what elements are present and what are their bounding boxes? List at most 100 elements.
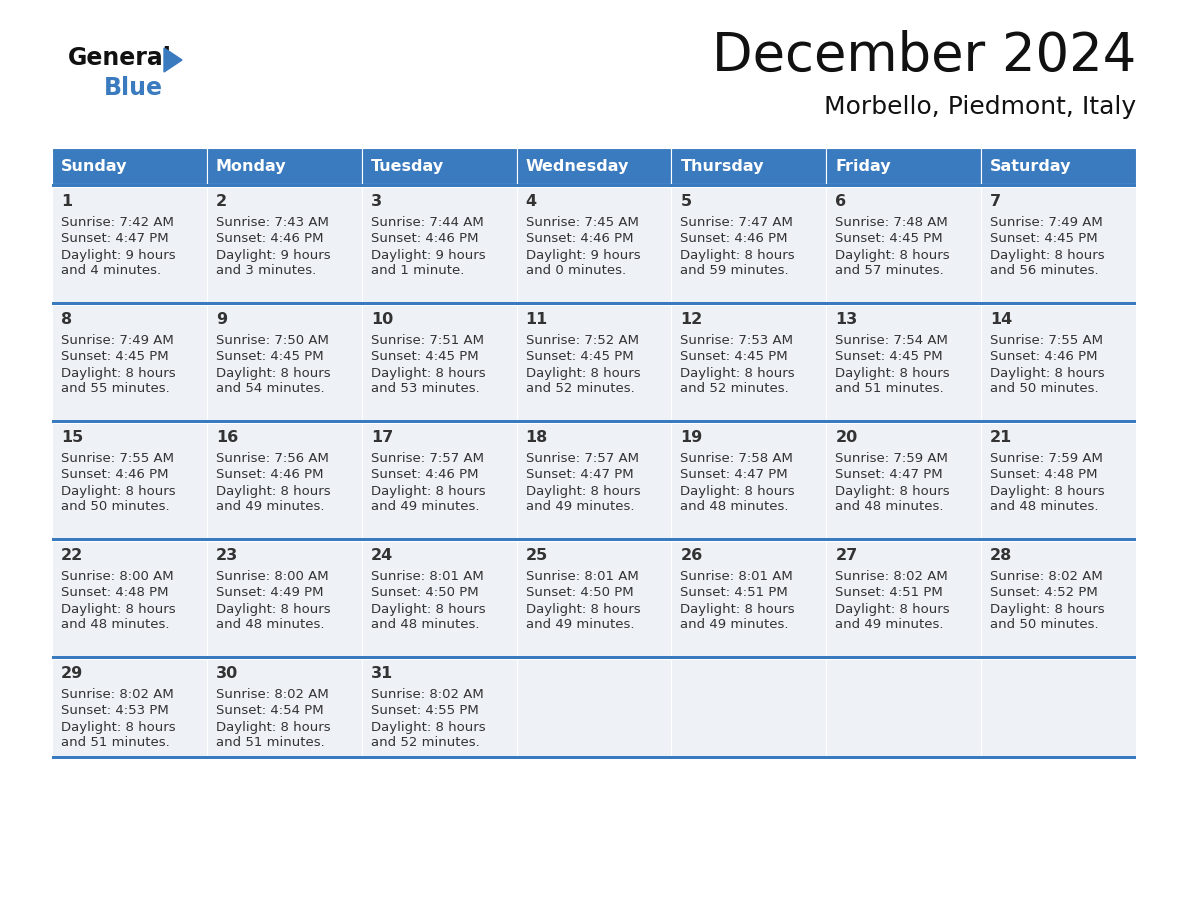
Text: and 48 minutes.: and 48 minutes. <box>216 619 324 632</box>
Text: Sunset: 4:52 PM: Sunset: 4:52 PM <box>990 587 1098 599</box>
Text: Sunrise: 7:42 AM: Sunrise: 7:42 AM <box>61 217 173 230</box>
Text: General: General <box>68 46 172 70</box>
Bar <box>517 305 671 420</box>
Text: 16: 16 <box>216 431 238 445</box>
Text: Daylight: 8 hours: Daylight: 8 hours <box>525 366 640 379</box>
Bar <box>361 186 517 302</box>
Text: Thursday: Thursday <box>681 160 764 174</box>
Text: Sunrise: 8:02 AM: Sunrise: 8:02 AM <box>61 688 173 701</box>
Text: Daylight: 8 hours: Daylight: 8 hours <box>371 721 486 733</box>
Bar <box>52 148 207 184</box>
Text: Daylight: 8 hours: Daylight: 8 hours <box>371 485 486 498</box>
Text: and 57 minutes.: and 57 minutes. <box>835 264 944 277</box>
Text: 11: 11 <box>525 312 548 328</box>
Text: Sunrise: 7:53 AM: Sunrise: 7:53 AM <box>681 334 794 348</box>
Text: Sunset: 4:45 PM: Sunset: 4:45 PM <box>835 232 943 245</box>
Text: Sunset: 4:47 PM: Sunset: 4:47 PM <box>525 468 633 482</box>
Text: and 59 minutes.: and 59 minutes. <box>681 264 789 277</box>
Text: Sunset: 4:45 PM: Sunset: 4:45 PM <box>835 351 943 364</box>
Text: Sunrise: 7:49 AM: Sunrise: 7:49 AM <box>61 334 173 348</box>
Text: Daylight: 8 hours: Daylight: 8 hours <box>681 485 795 498</box>
Bar <box>52 184 1136 186</box>
Text: Sunrise: 7:59 AM: Sunrise: 7:59 AM <box>990 453 1102 465</box>
Text: and 49 minutes.: and 49 minutes. <box>371 500 479 513</box>
Text: and 48 minutes.: and 48 minutes. <box>61 619 170 632</box>
Text: 14: 14 <box>990 312 1012 328</box>
Bar <box>207 305 361 420</box>
Bar <box>207 658 361 756</box>
Text: Sunset: 4:47 PM: Sunset: 4:47 PM <box>61 232 169 245</box>
Bar <box>517 541 671 656</box>
Bar <box>361 422 517 538</box>
Text: 4: 4 <box>525 195 537 209</box>
Bar <box>52 538 1136 541</box>
Text: 12: 12 <box>681 312 702 328</box>
Text: Sunrise: 7:50 AM: Sunrise: 7:50 AM <box>216 334 329 348</box>
Bar <box>671 422 827 538</box>
Text: Daylight: 8 hours: Daylight: 8 hours <box>216 366 330 379</box>
Text: Sunset: 4:45 PM: Sunset: 4:45 PM <box>216 351 323 364</box>
Text: Sunrise: 8:00 AM: Sunrise: 8:00 AM <box>61 570 173 584</box>
Text: Sunset: 4:46 PM: Sunset: 4:46 PM <box>525 232 633 245</box>
Text: 7: 7 <box>990 195 1001 209</box>
Text: Sunrise: 7:56 AM: Sunrise: 7:56 AM <box>216 453 329 465</box>
Bar <box>207 541 361 656</box>
Text: and 49 minutes.: and 49 minutes. <box>525 619 634 632</box>
Text: Sunrise: 7:55 AM: Sunrise: 7:55 AM <box>61 453 173 465</box>
Text: Daylight: 9 hours: Daylight: 9 hours <box>371 249 486 262</box>
Bar <box>207 148 361 184</box>
Text: Sunset: 4:49 PM: Sunset: 4:49 PM <box>216 587 323 599</box>
Text: 1: 1 <box>61 195 72 209</box>
Text: Sunset: 4:45 PM: Sunset: 4:45 PM <box>61 351 169 364</box>
Text: Sunday: Sunday <box>61 160 127 174</box>
Bar <box>981 541 1136 656</box>
Text: 10: 10 <box>371 312 393 328</box>
Text: Sunrise: 8:02 AM: Sunrise: 8:02 AM <box>990 570 1102 584</box>
Text: Daylight: 8 hours: Daylight: 8 hours <box>835 485 950 498</box>
Bar <box>671 148 827 184</box>
Text: 17: 17 <box>371 431 393 445</box>
Text: Daylight: 8 hours: Daylight: 8 hours <box>990 485 1105 498</box>
Text: and 49 minutes.: and 49 minutes. <box>525 500 634 513</box>
Text: and 3 minutes.: and 3 minutes. <box>216 264 316 277</box>
Bar <box>981 148 1136 184</box>
Bar <box>361 148 517 184</box>
Bar <box>52 302 1136 305</box>
Bar <box>52 305 207 420</box>
Bar <box>52 656 1136 658</box>
Text: 3: 3 <box>371 195 381 209</box>
Text: Sunrise: 7:45 AM: Sunrise: 7:45 AM <box>525 217 638 230</box>
Text: Daylight: 8 hours: Daylight: 8 hours <box>681 602 795 615</box>
Text: 8: 8 <box>61 312 72 328</box>
Text: Sunrise: 8:02 AM: Sunrise: 8:02 AM <box>216 688 329 701</box>
Text: Blue: Blue <box>105 76 163 100</box>
Text: December 2024: December 2024 <box>712 30 1136 82</box>
Bar <box>361 305 517 420</box>
Text: Daylight: 8 hours: Daylight: 8 hours <box>61 721 176 733</box>
Text: 15: 15 <box>61 431 83 445</box>
Text: 29: 29 <box>61 666 83 681</box>
Text: Sunrise: 8:01 AM: Sunrise: 8:01 AM <box>681 570 794 584</box>
Bar <box>52 658 207 756</box>
Text: and 48 minutes.: and 48 minutes. <box>990 500 1099 513</box>
Text: Sunrise: 7:52 AM: Sunrise: 7:52 AM <box>525 334 639 348</box>
Text: Sunrise: 7:57 AM: Sunrise: 7:57 AM <box>371 453 484 465</box>
Text: Sunrise: 7:51 AM: Sunrise: 7:51 AM <box>371 334 484 348</box>
Text: Sunrise: 7:54 AM: Sunrise: 7:54 AM <box>835 334 948 348</box>
Text: and 4 minutes.: and 4 minutes. <box>61 264 162 277</box>
Text: Daylight: 9 hours: Daylight: 9 hours <box>61 249 176 262</box>
Text: 5: 5 <box>681 195 691 209</box>
Bar <box>52 541 207 656</box>
Text: 6: 6 <box>835 195 846 209</box>
Text: Sunset: 4:50 PM: Sunset: 4:50 PM <box>371 587 479 599</box>
Bar <box>52 422 207 538</box>
Text: Wednesday: Wednesday <box>525 160 628 174</box>
Text: 20: 20 <box>835 431 858 445</box>
Text: Sunrise: 7:58 AM: Sunrise: 7:58 AM <box>681 453 794 465</box>
Bar <box>52 420 1136 422</box>
Bar <box>981 658 1136 756</box>
Text: and 48 minutes.: and 48 minutes. <box>371 619 479 632</box>
Text: Sunset: 4:45 PM: Sunset: 4:45 PM <box>525 351 633 364</box>
Bar <box>361 541 517 656</box>
Text: and 51 minutes.: and 51 minutes. <box>61 736 170 749</box>
